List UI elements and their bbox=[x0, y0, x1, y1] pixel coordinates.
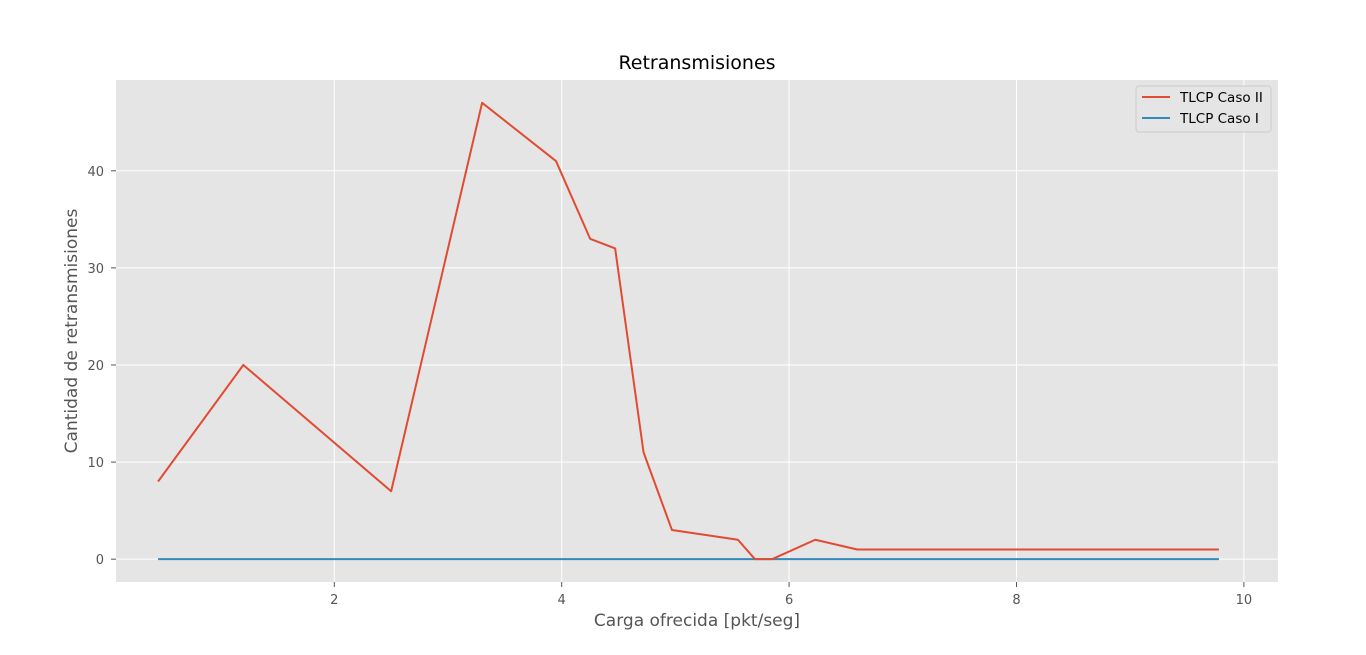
plot-background bbox=[116, 80, 1278, 582]
x-axis-ticks: 2 4 6 8 10 bbox=[330, 582, 1252, 608]
series-line-tlcp-caso-ii bbox=[157, 101, 1219, 561]
x-tick-label: 4 bbox=[558, 593, 566, 608]
x-tick-label: 10 bbox=[1236, 593, 1253, 608]
legend: TLCP Caso II TLCP Caso I bbox=[1135, 85, 1272, 133]
legend-label-tlcp-caso-i: TLCP Caso I bbox=[1179, 111, 1259, 127]
x-tick-label: 8 bbox=[1012, 593, 1020, 608]
chart-title: Retransmisiones bbox=[618, 52, 775, 74]
y-tick-label: 40 bbox=[87, 165, 104, 180]
y-tick-label: 0 bbox=[96, 553, 104, 568]
y-tick-label: 30 bbox=[87, 262, 104, 277]
legend-label-tlcp-caso-ii: TLCP Caso II bbox=[1179, 90, 1263, 106]
x-tick-label: 6 bbox=[785, 593, 793, 608]
x-axis-label: Carga ofrecida [pkt/seg] bbox=[594, 611, 800, 631]
y-axis-ticks: 0 10 20 30 40 bbox=[87, 165, 116, 568]
series-lines bbox=[157, 101, 1219, 561]
y-tick-label: 20 bbox=[87, 359, 104, 374]
x-tick-label: 2 bbox=[330, 593, 338, 608]
y-tick-label: 10 bbox=[87, 456, 104, 471]
y-axis-label: Cantidad de retransmisiones bbox=[62, 209, 82, 454]
